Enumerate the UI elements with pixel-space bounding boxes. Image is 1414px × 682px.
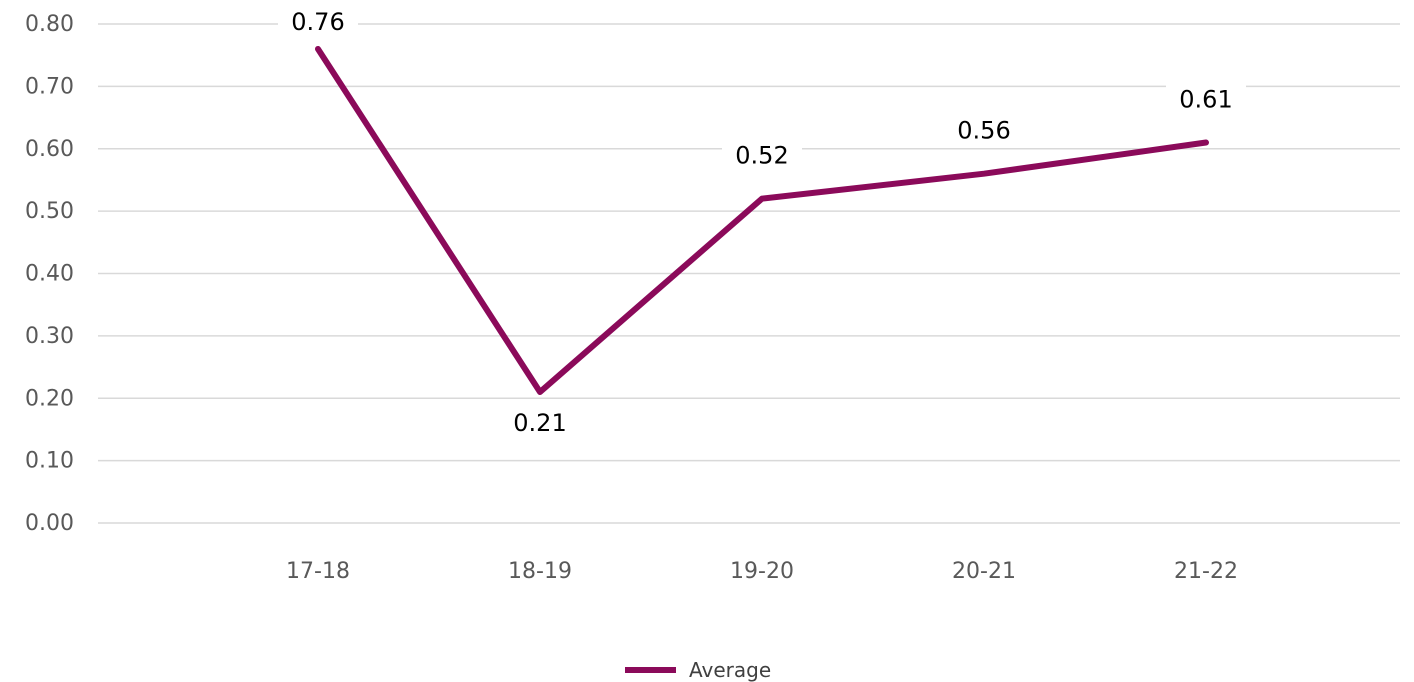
y-tick-label: 0.60 xyxy=(25,137,74,162)
y-tick-label: 0.40 xyxy=(25,262,74,287)
y-tick-label: 0.70 xyxy=(25,74,74,99)
x-tick-label: 21-22 xyxy=(1174,559,1238,584)
y-tick-label: 0.50 xyxy=(25,199,74,224)
data-label-background xyxy=(500,406,580,439)
y-tick-label: 0.00 xyxy=(25,511,74,536)
y-tick-label: 0.30 xyxy=(25,324,74,349)
x-tick-label: 20-21 xyxy=(952,559,1016,584)
data-label-background xyxy=(1166,82,1246,115)
data-label: 0.56 xyxy=(957,117,1010,145)
data-label-background xyxy=(722,138,802,171)
x-tick-label: 18-19 xyxy=(508,559,572,584)
data-label: 0.52 xyxy=(735,142,788,170)
y-axis-tick-labels: 0.00 0.10 0.20 0.30 0.40 0.50 0.60 0.70 0.80 xyxy=(25,12,74,536)
x-axis-tick-labels: 17-18 18-19 19-20 20-21 21-22 xyxy=(286,559,1238,584)
series-line-average xyxy=(315,45,1209,396)
data-label: 0.76 xyxy=(291,8,344,36)
y-tick-label: 0.20 xyxy=(25,386,74,411)
data-label: 0.61 xyxy=(1179,86,1232,114)
data-labels: 0.76 0.21 0.52 0.56 0.61 xyxy=(278,4,1246,439)
legend-label: Average xyxy=(689,658,771,682)
series-lines xyxy=(315,45,1209,396)
data-label: 0.21 xyxy=(513,409,566,437)
x-tick-label: 19-20 xyxy=(730,559,794,584)
data-label-background xyxy=(944,113,1024,146)
data-label-background xyxy=(278,4,358,37)
y-tick-label: 0.10 xyxy=(25,449,74,474)
x-tick-label: 17-18 xyxy=(286,559,350,584)
y-tick-label: 0.80 xyxy=(25,12,74,37)
legend: Average xyxy=(625,658,771,682)
